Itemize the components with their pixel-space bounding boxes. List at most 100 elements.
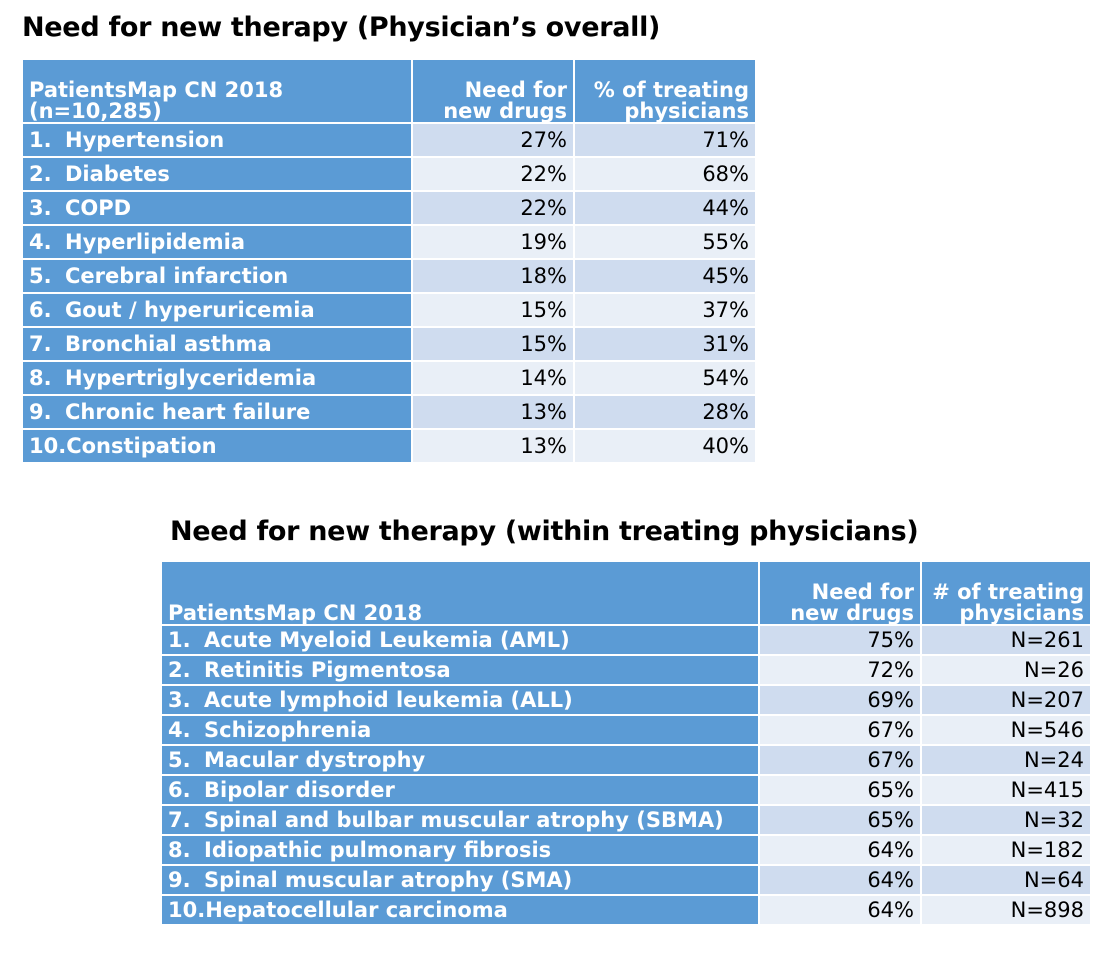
treating-count-value: N=182 [920, 834, 1092, 866]
treating-pct-value: 40% [573, 428, 757, 464]
rank-number: 10. [168, 897, 206, 922]
need-value: 72% [758, 654, 922, 686]
condition-cell: 1. Acute Myeloid Leukemia (AML) [160, 624, 760, 656]
treating-count-value: N=64 [920, 864, 1092, 896]
header-num-treating-physicians: # of treating physicians [920, 560, 1092, 626]
need-value: 22% [411, 190, 575, 226]
treating-pct-value: 55% [573, 224, 757, 260]
table-row: 2. Retinitis Pigmentosa 72% N=26 [160, 654, 1092, 686]
header-line: (n=10,285) [29, 99, 162, 123]
header-line: new drugs [443, 99, 567, 123]
need-value: 75% [758, 624, 922, 656]
header-patientsmap: PatientsMap CN 2018 (n=10,285) [21, 58, 413, 124]
condition-name: Bronchial asthma [65, 331, 272, 356]
treating-count-value: N=261 [920, 624, 1092, 656]
condition-cell: 3. Acute lymphoid leukemia (ALL) [160, 684, 760, 716]
condition-name: Hepatocellular carcinoma [205, 897, 508, 922]
treating-count-value: N=546 [920, 714, 1092, 746]
table-row: 9. Chronic heart failure 13% 28% [21, 394, 757, 430]
condition-name: Spinal muscular atrophy (SMA) [204, 867, 573, 892]
rank-number: 10. [29, 433, 67, 458]
need-value: 22% [411, 156, 575, 192]
rank-number: 3. [168, 687, 191, 712]
table-row: 1. Hypertension 27% 71% [21, 122, 757, 158]
table-row: 1. Acute Myeloid Leukemia (AML) 75% N=261 [160, 624, 1092, 656]
treating-pct-value: 44% [573, 190, 757, 226]
condition-name: Schizophrenia [204, 717, 372, 742]
need-value: 15% [411, 326, 575, 362]
header-line: Need for [464, 78, 567, 102]
condition-name: Constipation [66, 433, 217, 458]
treating-count-value: N=207 [920, 684, 1092, 716]
header-line: Need for [811, 580, 914, 604]
header-line: physicians [959, 601, 1084, 625]
table-row: 5. Macular dystrophy 67% N=24 [160, 744, 1092, 776]
treating-pct-value: 37% [573, 292, 757, 328]
condition-name: Idiopathic pulmonary fibrosis [204, 837, 552, 862]
treating-count-value: N=898 [920, 894, 1092, 926]
condition-name: Hyperlipidemia [65, 229, 246, 254]
treating-count-value: N=26 [920, 654, 1092, 686]
rank-number: 6. [168, 777, 191, 802]
condition-cell: 8. Hypertriglyceridemia [21, 360, 413, 396]
need-value: 13% [411, 394, 575, 430]
table-row: 4. Schizophrenia 67% N=546 [160, 714, 1092, 746]
table-row: 9. Spinal muscular atrophy (SMA) 64% N=64 [160, 864, 1092, 896]
need-value: 15% [411, 292, 575, 328]
condition-cell: 5. Macular dystrophy [160, 744, 760, 776]
treating-pct-value: 71% [573, 122, 757, 158]
table1-title: Need for new therapy (Physician’s overal… [22, 12, 661, 43]
table-row: 7. Spinal and bulbar muscular atrophy (SB… [160, 804, 1092, 836]
condition-name: Diabetes [65, 161, 170, 186]
table-row: 10.Hepatocellular carcinoma 64% N=898 [160, 894, 1092, 926]
rank-number: 3. [29, 195, 52, 220]
need-value: 19% [411, 224, 575, 260]
header-line: new drugs [790, 601, 914, 625]
table2-title: Need for new therapy (within treating ph… [170, 516, 919, 547]
need-value: 27% [411, 122, 575, 158]
need-value: 65% [758, 774, 922, 806]
table-header-row: PatientsMap CN 2018 Need for new drugs #… [160, 560, 1092, 626]
treating-pct-value: 31% [573, 326, 757, 362]
table-row: 2. Diabetes 22% 68% [21, 156, 757, 192]
condition-cell: 8. Idiopathic pulmonary fibrosis [160, 834, 760, 866]
condition-cell: 6. Bipolar disorder [160, 774, 760, 806]
overall-need-table: PatientsMap CN 2018 (n=10,285) Need for … [21, 58, 757, 464]
rank-number: 7. [168, 807, 191, 832]
condition-name: Cerebral infarction [65, 263, 289, 288]
rank-number: 9. [29, 399, 52, 424]
header-line: # of treating [932, 580, 1084, 604]
table-row: 7. Bronchial asthma 15% 31% [21, 326, 757, 362]
treating-pct-value: 54% [573, 360, 757, 396]
treating-count-value: N=415 [920, 774, 1092, 806]
need-value: 67% [758, 744, 922, 776]
condition-cell: 9. Chronic heart failure [21, 394, 413, 430]
rank-number: 4. [168, 717, 191, 742]
condition-cell: 5. Cerebral infarction [21, 258, 413, 294]
condition-name: Acute Myeloid Leukemia (AML) [204, 627, 570, 652]
condition-cell: 4. Schizophrenia [160, 714, 760, 746]
treating-count-value: N=24 [920, 744, 1092, 776]
condition-cell: 2. Diabetes [21, 156, 413, 192]
rank-number: 8. [29, 365, 52, 390]
table-row: 6. Bipolar disorder 65% N=415 [160, 774, 1092, 806]
rank-number: 2. [168, 657, 191, 682]
condition-name: Hypertriglyceridemia [65, 365, 317, 390]
rank-number: 8. [168, 837, 191, 862]
header-need-for-new-drugs: Need for new drugs [411, 58, 575, 124]
condition-cell: 7. Spinal and bulbar muscular atrophy (SB… [160, 804, 760, 836]
rank-number: 7. [29, 331, 52, 356]
rank-number: 5. [168, 747, 191, 772]
header-patientsmap: PatientsMap CN 2018 [160, 560, 760, 626]
condition-name: Macular dystrophy [204, 747, 426, 772]
condition-name: Gout / hyperuricemia [65, 297, 315, 322]
condition-cell: 2. Retinitis Pigmentosa [160, 654, 760, 686]
condition-cell: 9. Spinal muscular atrophy (SMA) [160, 864, 760, 896]
header-line: % of treating [593, 78, 749, 102]
table-row: 8. Idiopathic pulmonary fibrosis 64% N=182 [160, 834, 1092, 866]
need-value: 14% [411, 360, 575, 396]
rank-number: 1. [168, 627, 191, 652]
header-line: physicians [624, 99, 749, 123]
condition-cell: 7. Bronchial asthma [21, 326, 413, 362]
table-row: 5. Cerebral infarction 18% 45% [21, 258, 757, 294]
